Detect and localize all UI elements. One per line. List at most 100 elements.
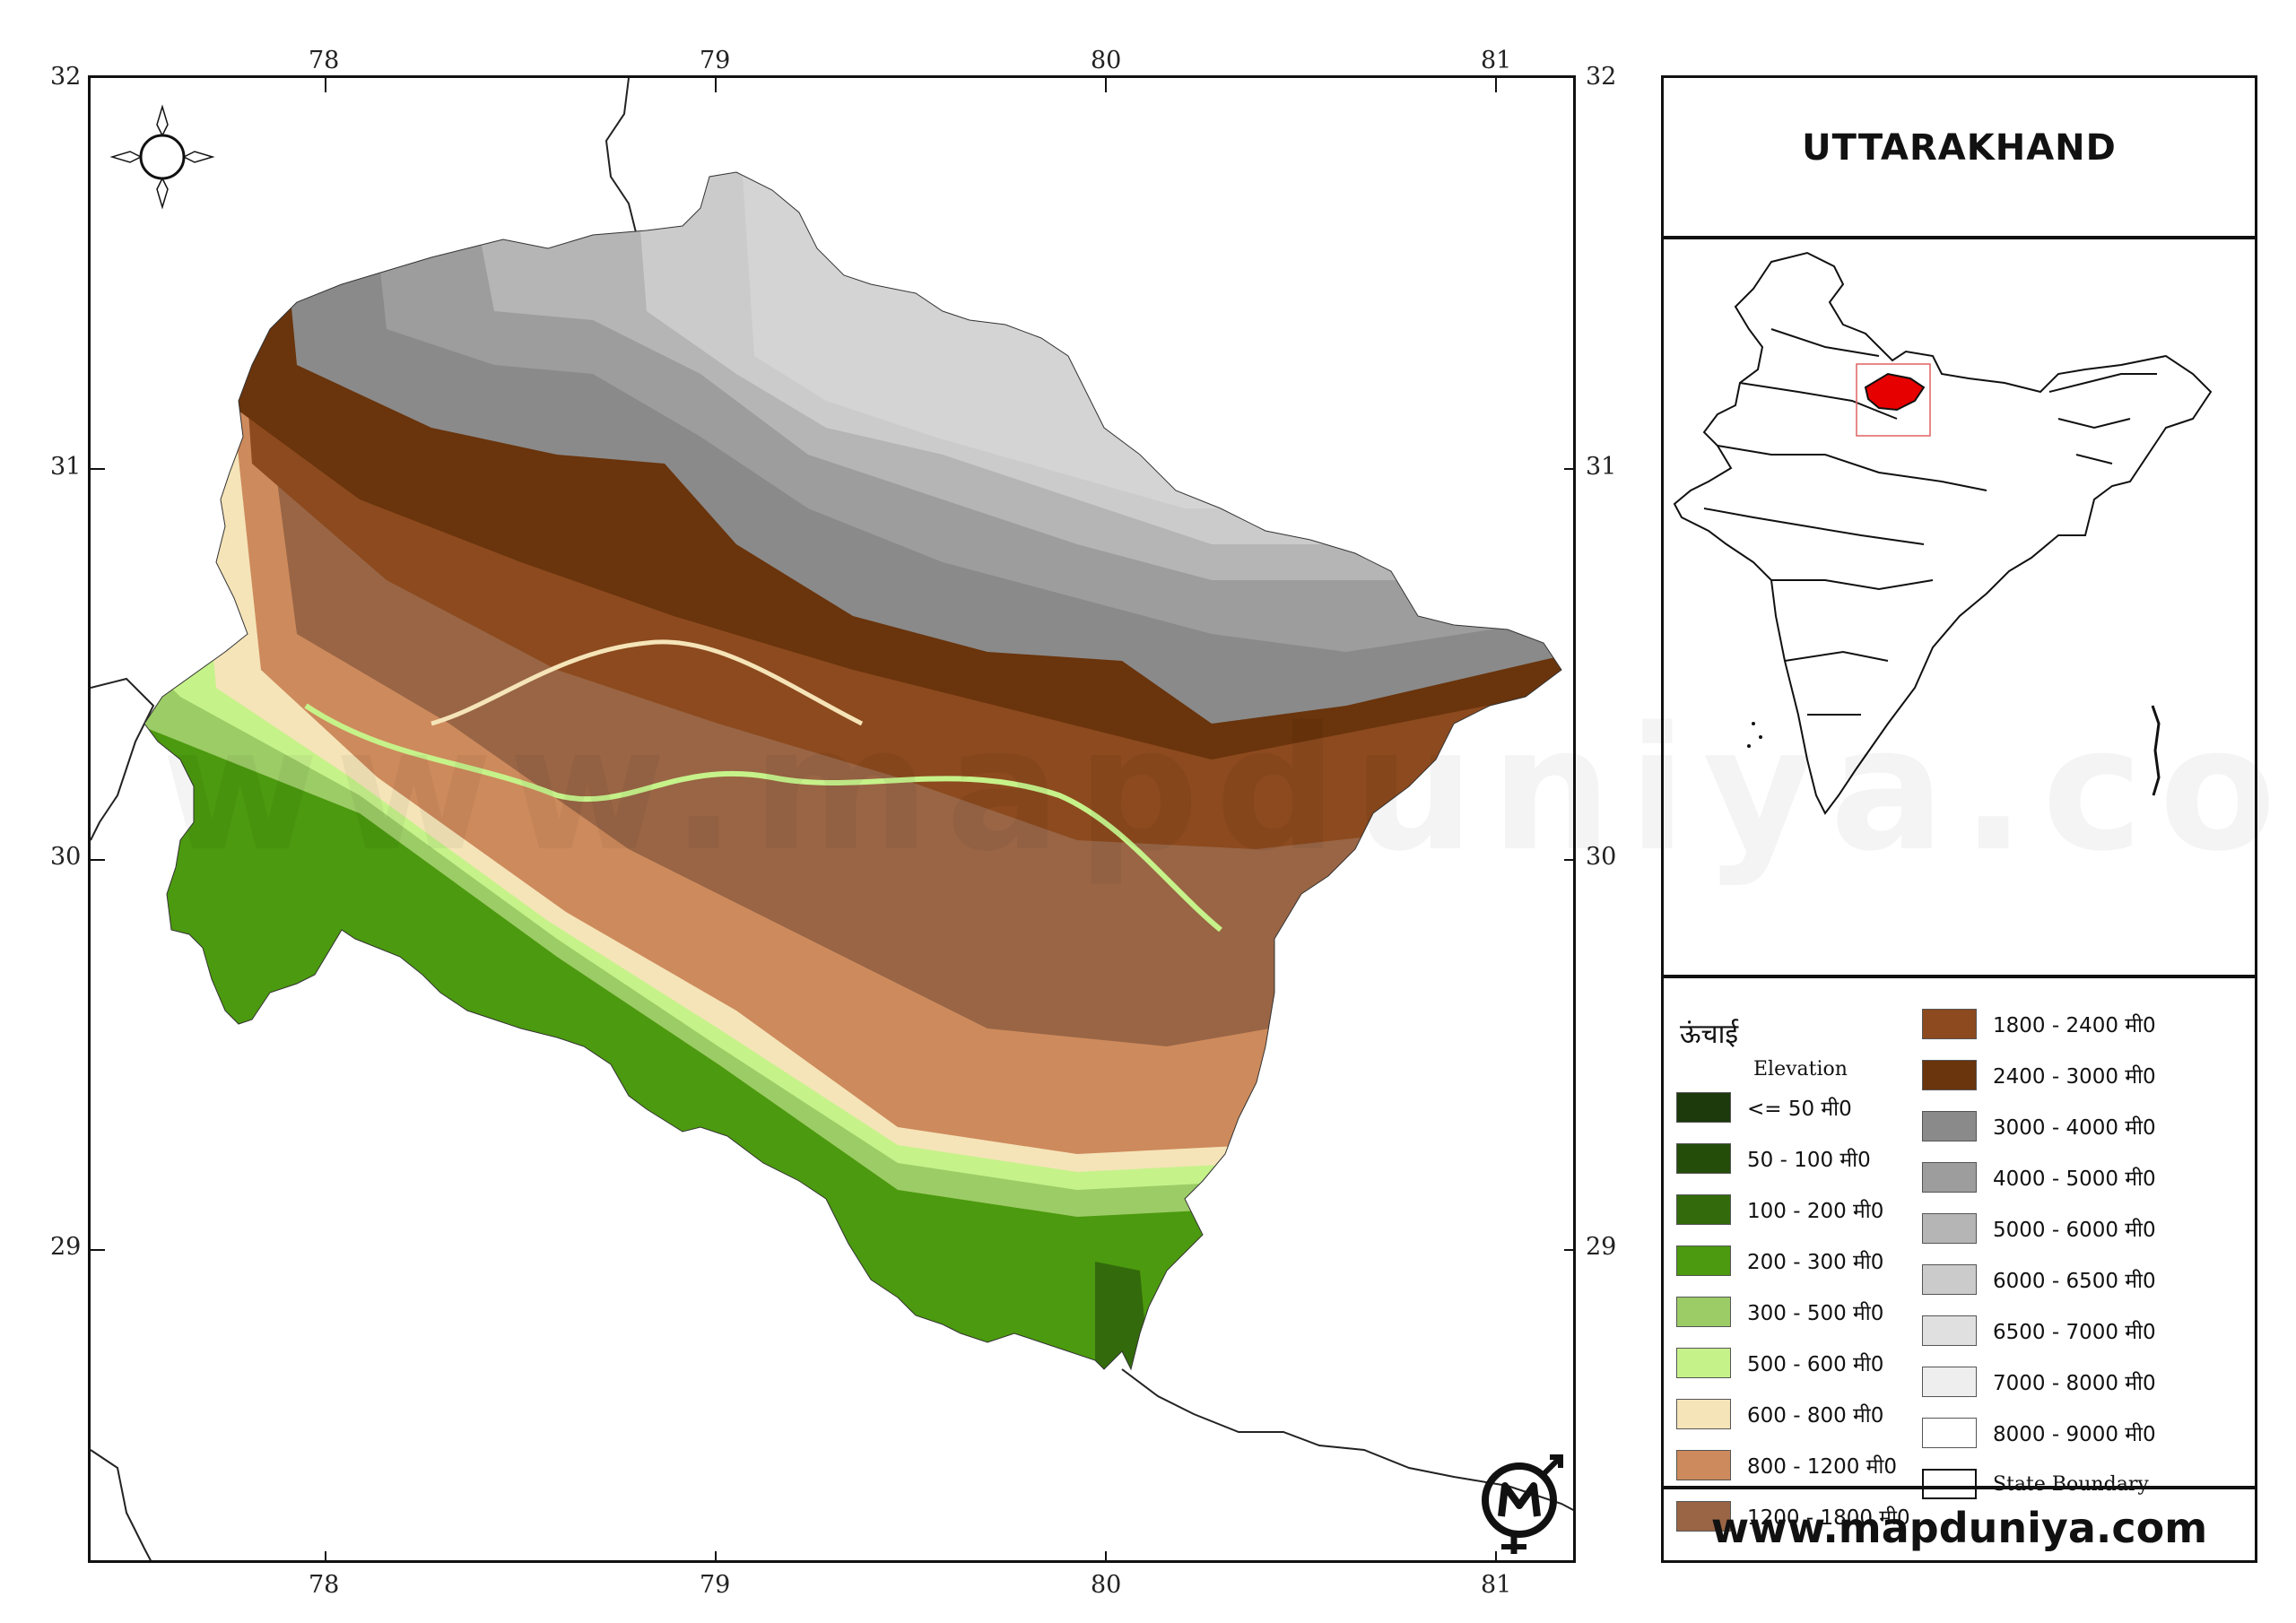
legend-item: 2400 - 3000 मी0 [1922,1059,2156,1091]
latitude-tick-right-31: 31 [1586,453,1617,481]
legend-label: State Boundary [1993,1472,2149,1496]
legend-label: 50 - 100 मी0 [1747,1149,1871,1172]
river-valley-upper [430,639,864,726]
legend-swatch [1676,1450,1731,1480]
latitude-tick-right-32: 32 [1586,63,1617,91]
longitude-tick-bottom-81: 81 [1481,1571,1512,1599]
legend-item: <= 50 मी0 [1676,1091,1852,1124]
divider-locator [1664,975,2255,978]
elevation-map [88,75,1576,1563]
latitude-tick-left-29: 29 [50,1233,82,1261]
legend-swatch [1676,1501,1731,1532]
legend-label: 200 - 300 मी0 [1747,1251,1884,1274]
latitude-tick-left-32: 32 [50,63,82,91]
legend-label: 8000 - 9000 मी0 [1993,1423,2156,1446]
legend-swatch [1922,1060,1977,1090]
legend-label: 6500 - 7000 मी0 [1993,1321,2156,1344]
india-locator-map [1673,251,2213,815]
latitude-tick-right-30: 30 [1586,843,1617,871]
legend-item-state-boundary: State Boundary [1922,1468,2149,1500]
legend-swatch [1676,1143,1731,1174]
legend-item: 4000 - 5000 मी0 [1922,1161,2156,1193]
legend-item: 5000 - 6000 मी0 [1922,1212,2156,1245]
legend-swatch [1922,1418,1977,1448]
legend-item: 100 - 200 मी0 [1676,1193,1883,1226]
longitude-tick-top-79: 79 [700,47,731,74]
longitude-tick-top-81: 81 [1481,47,1512,74]
legend-label: 2400 - 3000 मी0 [1993,1065,2156,1089]
legend-label: 1200 - 1800 मी0 [1747,1506,1910,1530]
divider-footer [1664,1486,2255,1489]
locator-box [1856,363,1931,437]
legend-item: 6500 - 7000 मी0 [1922,1315,2156,1347]
northeast-borders [2048,373,2157,464]
latitude-tick-left-31: 31 [50,453,82,481]
info-panel: UTTARAKHAND ऊंचाई Elevation <= 50 मी0 50… [1661,75,2257,1563]
legend-swatch [1676,1092,1731,1123]
legend-item: 3000 - 4000 मी0 [1922,1110,2156,1142]
state-borders [1703,328,1987,716]
elevation-map-canvas [91,78,1573,1560]
legend-label: 6000 - 6500 मी0 [1993,1270,2156,1293]
compass-icon [109,104,215,210]
boundary-line-southwest [91,1449,152,1560]
legend-label: 800 - 1200 मी0 [1747,1455,1898,1479]
legend-swatch [1676,1245,1731,1276]
band-100-200 [1095,1262,1149,1369]
legend-item: 7000 - 8000 मी0 [1922,1366,2156,1398]
legend-swatch [1676,1348,1731,1378]
legend-label: 500 - 600 मी0 [1747,1353,1884,1376]
legend-item: 200 - 300 मी0 [1676,1245,1883,1277]
boundary-line-west [91,677,155,841]
longitude-tick-bottom-78: 78 [309,1571,340,1599]
legend-swatch [1676,1297,1731,1327]
legend-swatch [1922,1315,1977,1346]
legend-label: 3000 - 4000 मी0 [1993,1116,2156,1140]
legend-title-english: Elevation [1753,1058,1848,1081]
legend-item: 50 - 100 मी0 [1676,1142,1871,1175]
legend-label: 100 - 200 मी0 [1747,1200,1884,1223]
river-valley [304,703,1222,933]
legend-label: 4000 - 5000 मी0 [1993,1167,2156,1191]
latitude-tick-left-30: 30 [50,843,82,871]
legend-swatch [1922,1367,1977,1397]
legend-swatch [1922,1213,1977,1244]
legend-item: 500 - 600 मी0 [1676,1347,1883,1379]
uttarakhand-highlight [1864,372,1926,412]
watermark-text: www.mapduniya.com [161,690,2296,889]
boundary-line-southeast [1121,1368,1573,1511]
legend-swatch [1922,1009,1977,1039]
legend-item: 8000 - 9000 मी0 [1922,1417,2156,1449]
map-title: UTTARAKHAND [1802,127,2117,169]
latitude-tick-right-29: 29 [1586,1233,1617,1261]
legend-item: 300 - 500 मी0 [1676,1296,1883,1328]
divider-title [1664,236,2255,239]
legend-label: <= 50 मी0 [1747,1098,1852,1121]
legend-item: 6000 - 6500 मी0 [1922,1263,2156,1296]
legend-label: 7000 - 8000 मी0 [1993,1372,2156,1395]
legend-swatch [1922,1264,1977,1295]
legend-swatch [1922,1111,1977,1141]
longitude-tick-bottom-80: 80 [1091,1571,1122,1599]
longitude-tick-bottom-79: 79 [700,1571,731,1599]
lakshadweep-islands [1747,722,1762,748]
legend-label: 5000 - 6000 मी0 [1993,1219,2156,1242]
state-outline [144,171,1562,1371]
legend-item: 600 - 800 मी0 [1676,1398,1883,1430]
longitude-tick-top-80: 80 [1091,47,1122,74]
legend-title-hindi: ऊंचाई [1680,1019,1739,1050]
legend-item: 800 - 1200 मी0 [1676,1449,1897,1481]
legend-swatch [1922,1469,1977,1499]
legend-label: 300 - 500 मी0 [1747,1302,1884,1325]
andaman-islands [2151,705,2161,796]
legend-label: 600 - 800 मी0 [1747,1404,1884,1428]
frame-ticks [91,78,1573,1560]
website-url[interactable]: www.mapduniya.com [1710,1504,2208,1552]
legend-swatch [1922,1162,1977,1193]
legend-item: 1800 - 2400 मी0 [1922,1008,2156,1040]
mapduniya-logo [1482,1454,1563,1554]
legend-item: 1200 - 1800 मी0 [1676,1500,1910,1532]
legend-swatch [1676,1399,1731,1429]
legend-label: 1800 - 2400 मी0 [1993,1014,2156,1037]
legend-swatch [1676,1194,1731,1225]
